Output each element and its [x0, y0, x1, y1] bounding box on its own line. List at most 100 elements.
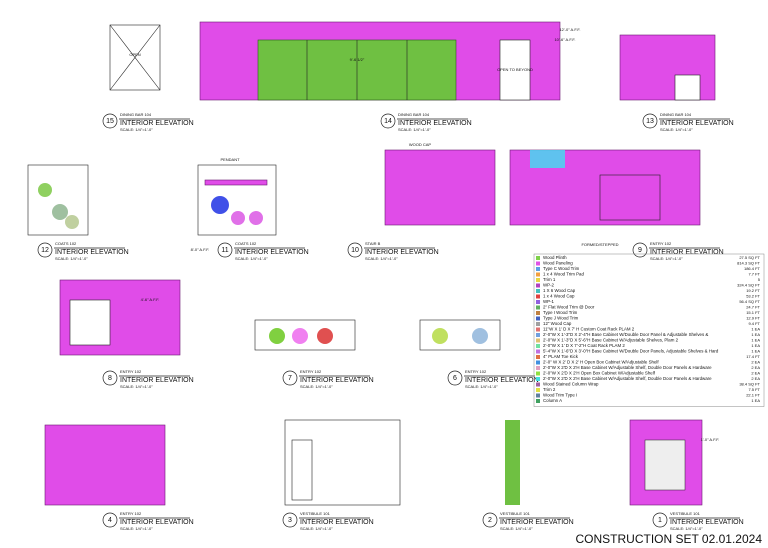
- elevation-tag: [447, 370, 463, 386]
- marker: [269, 328, 285, 344]
- elevation-scale: SCALE: 1/4"=1'-0": [120, 127, 153, 132]
- legend-swatch: [536, 300, 540, 304]
- elevation-title: INTERIOR ELEVATION: [398, 120, 472, 127]
- elevation-scale: SCALE: 1/4"=1'-0": [120, 384, 153, 389]
- legend-swatch: [536, 377, 540, 381]
- annotation: OPEN: [129, 52, 140, 57]
- legend-qty: 186.4 FT: [744, 266, 761, 271]
- annotation: 8'-0" A.F.F.: [191, 247, 210, 252]
- marker: [317, 328, 333, 344]
- elevation-tag: [217, 242, 233, 258]
- legend-name: 2'-0"W X 2'D X 2'H Base Cabinet W/Adjust…: [543, 365, 712, 370]
- room-name: DINING BAR 104: [398, 112, 430, 117]
- legend-swatch: [536, 311, 540, 315]
- legend-swatch: [536, 261, 540, 266]
- annotation: 1'-0" A.F.F.: [701, 437, 720, 442]
- legend-qty: 2 EA: [751, 365, 760, 370]
- elevation-title: INTERIOR ELEVATION: [300, 377, 374, 384]
- elevation-title: INTERIOR ELEVATION: [120, 377, 194, 384]
- legend-swatch: [536, 388, 540, 392]
- legend-name: 1 x 4 Wood Cap: [543, 294, 575, 299]
- elevation-title: INTERIOR ELEVATION: [300, 519, 374, 526]
- legend-name: Column A: [543, 398, 562, 403]
- legend-swatch: [536, 399, 540, 403]
- elevation-scale: SCALE: 1/4"=1'-0": [670, 526, 703, 531]
- line: [109, 24, 161, 91]
- elevation-15: [109, 24, 161, 91]
- elevation-number: 14: [384, 118, 392, 125]
- legend-name: Wood Stained Column Wrap: [543, 382, 599, 387]
- elevation-tag: [632, 242, 648, 258]
- legend-name: Type C Wood Trim: [543, 266, 580, 271]
- legend-qty: 1 EA: [751, 349, 760, 354]
- legend-qty: 324.4 SQ FT: [737, 283, 760, 288]
- legend-qty: 2 EA: [751, 360, 760, 365]
- room-name: COATS 102: [235, 241, 257, 246]
- legend-qty: 2 EA: [751, 371, 760, 376]
- legend-name: 12" Wood Cap: [543, 321, 572, 326]
- legend-swatch: [536, 366, 540, 370]
- legend-qty: 12.9 FT: [746, 316, 760, 321]
- legend-name: 2'-0"W X 1'-3"D X 5'-6"H Base Cabinet W/…: [543, 338, 679, 343]
- room-name: ENTRY 102: [120, 369, 142, 374]
- elevation-number: 11: [221, 247, 228, 254]
- legend-swatch: [536, 278, 540, 282]
- elevation-number: 6: [453, 375, 457, 382]
- room-name: ENTRY 102: [300, 369, 322, 374]
- elevation-tag: [347, 242, 363, 258]
- elevation-4: [44, 424, 166, 506]
- legend-swatch: [536, 360, 540, 365]
- legend-box: [533, 253, 765, 407]
- elevation-title: INTERIOR ELEVATION: [660, 120, 734, 127]
- elevation-number: 15: [106, 118, 114, 125]
- elevation-scale: SCALE: 1/4"=1'-0": [120, 526, 153, 531]
- legend-name: 2'-0"W X 1' D X 7'-2"H Coat Rack PLAM 2: [543, 343, 625, 348]
- marker: [38, 183, 52, 197]
- legend-qty: 53.2 FT: [746, 294, 760, 299]
- legend-qty: 27.5 SQ FT: [739, 255, 760, 260]
- elevation-number: 12: [41, 247, 49, 254]
- legend-swatch: [536, 305, 540, 310]
- room-name: DINING BAR 104: [660, 112, 692, 117]
- elevation-scale: SCALE: 1/4"=1'-0": [660, 127, 693, 132]
- elevation-scale: SCALE: 1/4"=1'-0": [398, 127, 431, 132]
- legend-swatch: [536, 371, 540, 376]
- legend-name: Trim 1: [543, 277, 556, 282]
- annotation: 10'-6" A.F.F.: [554, 37, 575, 42]
- legend-qty: 7.5 FT: [748, 387, 760, 392]
- legend-name: Type I Wood Trim: [543, 310, 578, 315]
- tile: [644, 439, 686, 491]
- annotation: FORMED/STEPPED: [581, 242, 618, 247]
- legend-name: 4" PLAM Toe Kick: [543, 354, 579, 359]
- legend-swatch: [536, 382, 540, 387]
- legend-swatch: [536, 267, 540, 271]
- elevation-scale: SCALE: 1/4"=1'-0": [300, 526, 333, 531]
- legend-name: WP-1: [543, 299, 555, 304]
- elevation-11: [197, 164, 277, 236]
- elevation-title: INTERIOR ELEVATION: [365, 249, 439, 256]
- elevation-number: 1: [658, 517, 662, 524]
- elevation-tag: [642, 113, 658, 129]
- elevation-title: INTERIOR ELEVATION: [650, 249, 724, 256]
- annotation: 9'-6 1/2": [350, 57, 365, 62]
- marker: [249, 211, 263, 225]
- elevation-13: [619, 34, 716, 101]
- legend-name: 1 x 4 Wood Trim Pad: [543, 272, 584, 277]
- elevation-scale: SCALE: 1/4"=1'-0": [365, 256, 398, 261]
- legend-qty: 5: [758, 277, 761, 282]
- door: [291, 439, 313, 501]
- elevation-scale: SCALE: 1/4"=1'-0": [465, 384, 498, 389]
- opening: [499, 39, 531, 101]
- legend-swatch: [536, 349, 540, 354]
- elevation-tag: [652, 512, 668, 528]
- opening: [674, 74, 701, 101]
- marker: [231, 211, 245, 225]
- elevation-7: [254, 319, 356, 351]
- legend-qty: 814.3 SQ FT: [737, 261, 760, 266]
- legend-qty: 1 EA: [751, 398, 760, 403]
- annotation: WOOD CAP: [409, 142, 432, 147]
- elevation-scale: SCALE: 1/4"=1'-0": [500, 526, 533, 531]
- marker: [211, 196, 229, 214]
- elevation-number: 4: [108, 517, 112, 524]
